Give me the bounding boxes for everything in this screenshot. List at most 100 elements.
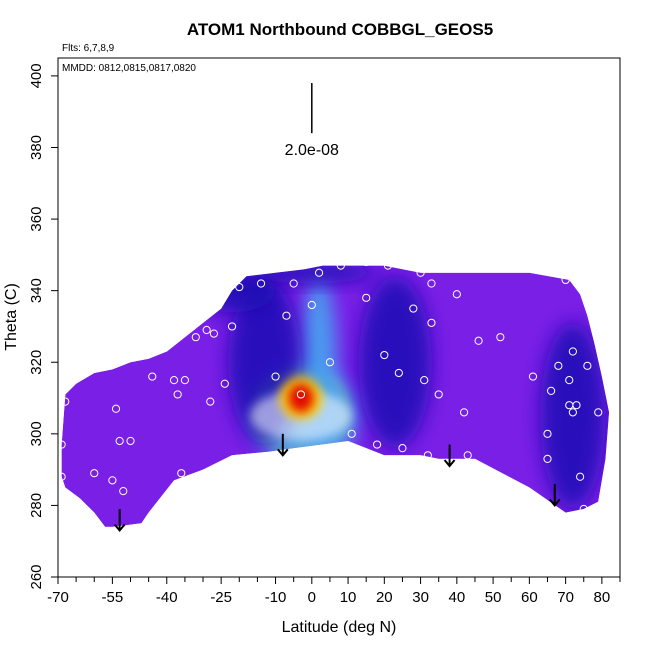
sample-point [180, 376, 190, 385]
x-tick-label: 10 [340, 589, 357, 606]
sample-point [572, 401, 581, 410]
y-tick-label: 400 [28, 63, 45, 88]
sample-point [235, 282, 244, 292]
sample-point [423, 451, 432, 460]
sample-point [427, 279, 436, 288]
y-tick-label: 260 [28, 564, 45, 589]
sample-point [227, 322, 237, 331]
sample-points [57, 257, 603, 514]
sample-point [206, 397, 215, 406]
sample-point [576, 472, 585, 481]
x-tick-label: -25 [210, 589, 232, 606]
sample-point [474, 336, 483, 345]
y-tick-label: 340 [28, 278, 45, 303]
field-blob-low [246, 265, 378, 284]
x-axis: -70 -55 -40 -25 -10 0 10 20 30 40 50 60 70 80 [47, 577, 621, 606]
concentration-field [61, 265, 610, 527]
field-blob-low [358, 276, 432, 449]
sample-point [325, 358, 335, 367]
dates-note: MMDD: 0812,0815,0817,0820 [62, 63, 196, 74]
x-tick-label: 30 [412, 589, 429, 606]
sample-point [496, 333, 505, 342]
sample-point [362, 257, 371, 267]
sample-point [307, 300, 316, 310]
y-tick-label: 280 [28, 493, 45, 518]
chart-title: ATOM1 Northbound COBBGL_GEOS5 [187, 20, 493, 39]
tropopause-arrows [113, 433, 561, 533]
sample-point [452, 290, 461, 299]
sample-point [528, 372, 538, 381]
x-axis-label: Latitude (deg N) [282, 619, 397, 636]
sample-point [256, 279, 266, 288]
sample-point [336, 261, 345, 270]
sample-point [148, 372, 157, 381]
sample-point [434, 390, 443, 399]
sample-point [61, 397, 70, 406]
sample-point [111, 404, 121, 413]
plot-frame [57, 57, 621, 578]
sample-point [568, 347, 577, 356]
scale-bar-label: 2.0e-08 [285, 142, 339, 159]
y-axis-label: Theta (C) [3, 283, 20, 351]
sample-point [543, 454, 552, 463]
sample-point [561, 275, 570, 285]
sample-point [119, 486, 128, 496]
tropopause-arrow-head [443, 459, 456, 468]
sample-point [282, 311, 291, 320]
sample-point [380, 350, 389, 360]
y-axis: 260 280 300 320 340 360 380 400 [28, 63, 58, 590]
flights-note: Flts: 6,7,8,9 [62, 43, 115, 54]
sample-point [362, 293, 371, 302]
sample-point [383, 261, 393, 270]
sample-point [398, 444, 407, 453]
y-tick-label: 320 [28, 350, 45, 375]
sample-point [583, 361, 592, 370]
sample-point [547, 386, 556, 395]
sample-point [568, 408, 577, 417]
sample-point [554, 361, 563, 370]
sample-point [416, 268, 425, 277]
sample-point [314, 268, 324, 277]
x-tick-label: -70 [47, 589, 69, 606]
sample-point [594, 408, 603, 417]
scale-bar: 2.0e-08 [285, 83, 339, 159]
sample-point [271, 372, 280, 381]
field-clip-group [61, 265, 610, 527]
y-tick-label: 380 [28, 135, 45, 160]
sample-point [409, 304, 418, 313]
x-tick-label: 40 [448, 589, 465, 606]
sample-point [108, 476, 117, 485]
sample-point [173, 390, 182, 399]
sample-point [169, 376, 179, 385]
sample-point [394, 368, 403, 378]
x-tick-label: -10 [265, 589, 287, 606]
tropopause-arrow-head [548, 498, 561, 507]
sample-point [459, 408, 469, 417]
x-tick-label: -55 [102, 589, 124, 606]
sample-point [202, 325, 211, 335]
sample-point [543, 429, 552, 438]
sample-point [289, 279, 298, 288]
sample-point [177, 469, 186, 478]
sample-point [463, 451, 472, 460]
sample-point [565, 376, 574, 385]
sample-point [296, 390, 306, 399]
tropopause-arrow-head [277, 448, 289, 457]
x-tick-label: 20 [376, 589, 393, 606]
x-tick-label: 50 [485, 589, 502, 606]
x-tick-label: 70 [557, 589, 574, 606]
x-tick-label: 80 [594, 589, 611, 606]
sample-point [427, 318, 436, 327]
sample-point [420, 376, 429, 385]
sample-point [126, 436, 135, 446]
y-tick-label: 300 [28, 421, 45, 446]
sample-point [209, 329, 219, 338]
sample-point [347, 429, 356, 438]
x-tick-label: 60 [521, 589, 538, 606]
sample-point [220, 379, 229, 388]
tropopause-arrow-head [113, 523, 126, 533]
x-tick-label: -40 [156, 589, 178, 606]
x-tick-label: 0 [308, 589, 316, 606]
